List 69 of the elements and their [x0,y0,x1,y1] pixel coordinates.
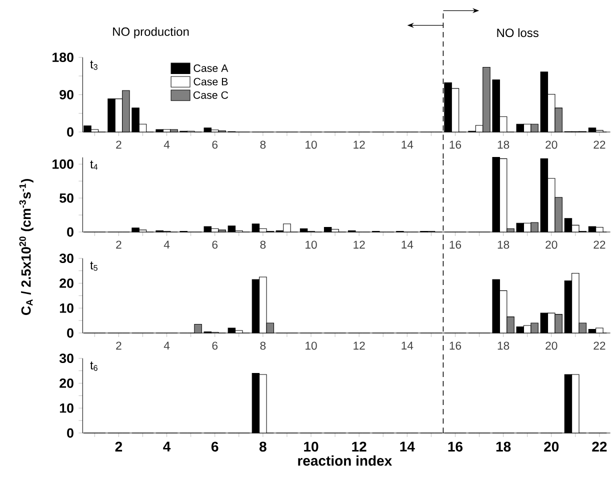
x-tick-label: 12 [354,240,365,249]
x-tick-label: 14 [402,342,414,350]
x-tick-label: 8 [260,140,266,149]
y-tick-label: 10 [60,303,74,313]
legend-label: Case A [194,64,228,72]
x-tick-label: 4 [164,140,170,148]
y-tick-label: 10 [60,403,74,413]
x-tick-label: 8 [259,442,266,452]
x-tick-label: 4 [164,240,170,248]
x-tick-label: 6 [212,342,218,350]
x-axis-title: reaction index [298,455,392,466]
x-tick-label: 20 [546,140,558,149]
x-tick-label: 16 [450,240,462,249]
y-tick-label: 20 [60,278,74,288]
x-tick-label: 18 [498,342,510,350]
x-tick-label: 22 [594,342,606,350]
x-tick-label: 4 [163,442,171,452]
y-tick-label: 30 [59,354,74,364]
chart-title: t$_{3}$ [90,60,98,70]
x-tick-label: 22 [594,140,606,149]
x-tick-label: 18 [498,240,510,249]
x-tick-label: 20 [544,442,559,452]
x-tick-label: 4 [164,342,170,350]
chart-title: t$_{6}$ [90,362,98,371]
legend-label: Case B [194,78,228,86]
y-tick-label: 100 [52,159,74,169]
x-tick-label: 22 [592,442,607,452]
x-tick-label: 12 [352,442,366,452]
y-tick-label: 0 [67,428,74,438]
x-tick-label: 8 [260,240,266,249]
x-tick-label: 14 [400,442,415,452]
x-tick-label: 6 [212,140,218,149]
chart-title: t$_{4}$ [90,160,98,170]
x-tick-label: 10 [304,442,318,452]
y-tick-label: 180 [52,52,74,62]
x-tick-label: 10 [306,240,317,249]
y-tick-label: 20 [60,378,74,388]
x-tick-label: 8 [260,342,266,350]
y-tick-label: 0 [67,127,74,137]
x-tick-label: 20 [546,240,558,249]
y-tick-label: 30 [59,254,74,264]
x-tick-label: 12 [354,140,365,149]
x-tick-label: 2 [116,342,122,350]
x-tick-label: 20 [546,342,558,350]
y-tick-label: 0 [67,328,74,338]
y-tick-label: 90 [60,90,74,100]
x-tick-label: 14 [402,140,414,148]
text: NO loss [497,28,538,38]
chart-title: t$_{5}$ [90,262,98,271]
x-tick-label: 14 [402,240,414,248]
y-tick-label: 0 [67,227,74,237]
y-tick-label: 50 [60,193,74,203]
x-tick-label: 10 [306,140,317,149]
x-tick-label: 6 [211,442,218,452]
x-tick-label: 12 [354,342,365,350]
legend-label: Case C [193,91,228,99]
x-tick-label: 16 [448,442,463,452]
x-tick-label: 10 [306,342,317,350]
x-tick-label: 2 [116,140,122,149]
x-tick-label: 18 [498,140,510,149]
x-tick-label: 2 [116,240,122,249]
text: NO production [113,27,189,38]
x-tick-label: 18 [496,442,511,452]
x-tick-label: 22 [594,240,606,249]
x-tick-label: 16 [450,342,462,350]
x-tick-label: 6 [212,240,218,249]
text: C$_{A}$ / 2.5x10$^{20}$ (cm$^{-3}$s$^{-1}$) [19,178,34,315]
x-tick-label: 2 [115,442,122,452]
x-tick-label: 16 [450,140,462,149]
